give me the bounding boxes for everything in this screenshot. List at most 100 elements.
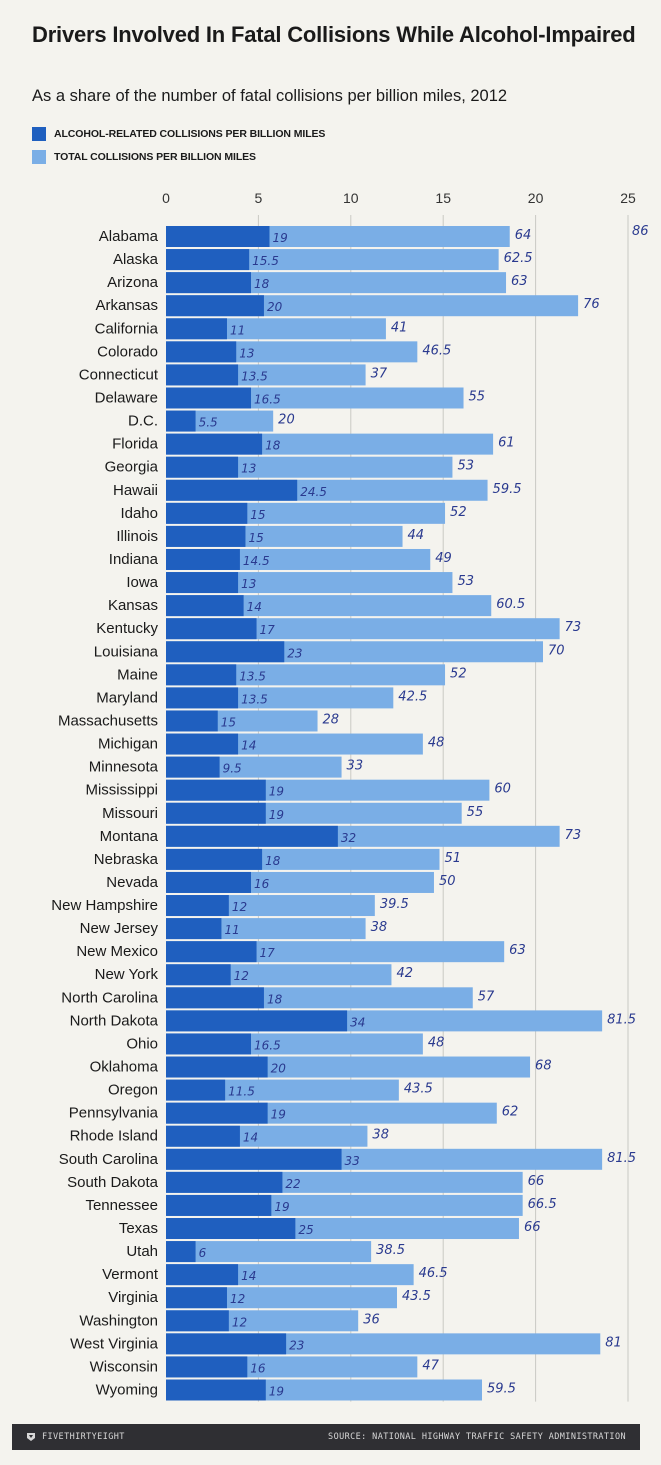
bar-alcohol	[166, 364, 239, 386]
category-label: Washington	[79, 1312, 158, 1329]
annotation-total: 66	[528, 1174, 545, 1189]
bar-alcohol	[166, 341, 237, 363]
annotation-alcohol: 19	[272, 231, 287, 245]
annotation-alcohol: 18	[267, 992, 283, 1006]
category-label: South Carolina	[59, 1151, 159, 1168]
category-label: Alaska	[113, 251, 159, 268]
annotation-alcohol: 15.5	[252, 254, 279, 268]
annotation-alcohol: 16	[254, 877, 270, 891]
annotation-total: 42.5	[398, 689, 427, 704]
annotation-alcohol: 32	[341, 831, 356, 845]
category-label: California	[95, 320, 159, 337]
annotation-total: 55	[469, 389, 486, 404]
category-label: Montana	[100, 828, 159, 845]
annotation-total: 57	[478, 989, 495, 1004]
category-label: Oregon	[108, 1082, 158, 1099]
bar-alcohol	[166, 1194, 272, 1216]
bar-alcohol	[166, 848, 263, 870]
category-label: Idaho	[120, 505, 158, 522]
annotation-alcohol: 15	[250, 508, 265, 522]
annotation-alcohol: 11.5	[228, 1085, 255, 1099]
category-label: Iowa	[126, 574, 158, 591]
bar-alcohol	[166, 987, 264, 1009]
annotation-alcohol: 19	[269, 1385, 284, 1399]
bar-alcohol	[166, 756, 220, 778]
annotation-total: 48	[428, 1035, 445, 1050]
annotation-total: 38.5	[376, 1243, 405, 1258]
annotation-total: 60	[494, 782, 511, 797]
annotation-alcohol: 14	[243, 1131, 258, 1145]
annotation-total: 68	[535, 1059, 552, 1074]
category-label: Arkansas	[95, 297, 158, 314]
category-label: Georgia	[105, 459, 159, 476]
category-label: Pennsylvania	[69, 1105, 159, 1122]
category-label: Hawaii	[113, 482, 158, 499]
brand-logo-icon	[27, 1433, 35, 1441]
annotation-alcohol: 5.5	[199, 416, 218, 430]
category-label: Kansas	[108, 597, 158, 614]
category-label: North Carolina	[61, 989, 158, 1006]
category-label: Maryland	[96, 689, 158, 706]
annotation-alcohol: 17	[260, 946, 276, 960]
category-label: New Jersey	[80, 920, 159, 937]
annotation-alcohol: 13	[241, 577, 256, 591]
bar-total	[166, 595, 492, 617]
bar-alcohol	[166, 1218, 296, 1240]
category-label: Wyoming	[96, 1382, 158, 1399]
annotation-total: 62.5	[504, 251, 533, 266]
annotation-total: 64	[515, 228, 532, 243]
category-label: Colorado	[97, 343, 158, 360]
x-tick-label: 20	[528, 190, 544, 206]
annotation-alcohol: 13.5	[239, 669, 266, 683]
category-label: South Dakota	[67, 1174, 159, 1191]
bar-alcohol	[166, 479, 298, 501]
annotation-total: 63	[509, 943, 526, 958]
annotation-alcohol: 15	[248, 531, 263, 545]
category-label: New York	[95, 966, 159, 983]
bar-alcohol	[166, 964, 231, 986]
category-label: Virginia	[108, 1289, 158, 1306]
annotation-total: 73	[565, 620, 582, 635]
bar-alcohol	[166, 595, 244, 617]
bar-alcohol	[166, 249, 250, 271]
category-label: Michigan	[98, 736, 158, 753]
bar-alcohol	[166, 1264, 239, 1286]
annotation-alcohol: 13	[239, 346, 254, 360]
annotation-total: 61	[498, 436, 515, 451]
annotation-alcohol: 12	[232, 1315, 247, 1329]
bar-alcohol	[166, 941, 257, 963]
annotation-total: 63	[511, 274, 528, 289]
category-label: Delaware	[95, 389, 158, 406]
bar-alcohol	[166, 525, 246, 547]
annotation-alcohol: 18	[254, 277, 270, 291]
bar-alcohol	[166, 502, 248, 524]
category-label: Missouri	[102, 805, 158, 822]
category-label: New Hampshire	[51, 897, 158, 914]
bar-alcohol	[166, 1033, 252, 1055]
annotation-alcohol: 9.5	[223, 762, 242, 776]
legend-item-total: TOTAL COLLISIONS PER BILLION MILES	[32, 149, 256, 165]
chart-subtitle: As a share of the number of fatal collis…	[32, 87, 508, 105]
annotation-total: 62	[502, 1105, 519, 1120]
legend-swatch-total	[32, 150, 46, 164]
annotation-alcohol: 20	[271, 1062, 287, 1076]
category-label: Ohio	[126, 1035, 158, 1052]
category-label: Oklahoma	[90, 1059, 159, 1076]
annotation-total: 59.5	[493, 482, 522, 497]
annotation-alcohol: 14.5	[243, 554, 270, 568]
annotation-total: 76	[583, 297, 600, 312]
annotation-alcohol: 16.5	[254, 392, 281, 406]
annotation-alcohol: 14	[247, 600, 262, 614]
source-note: SOURCE: NATIONAL HIGHWAY TRAFFIC SAFETY …	[328, 1432, 626, 1442]
annotation-total: 73	[565, 828, 582, 843]
annotation-total: 43.5	[404, 1082, 433, 1097]
annotation-alcohol: 6	[199, 1246, 207, 1260]
annotation-alcohol: 18	[265, 854, 281, 868]
annotation-total: 39.5	[380, 897, 409, 912]
bar-alcohol	[166, 802, 266, 824]
legend-swatch-alcohol	[32, 127, 46, 141]
annotation-total: 51	[445, 851, 462, 866]
annotation-total: 59.5	[487, 1382, 516, 1397]
annotation-alcohol: 23	[289, 1338, 304, 1352]
bar-alcohol	[166, 895, 229, 917]
